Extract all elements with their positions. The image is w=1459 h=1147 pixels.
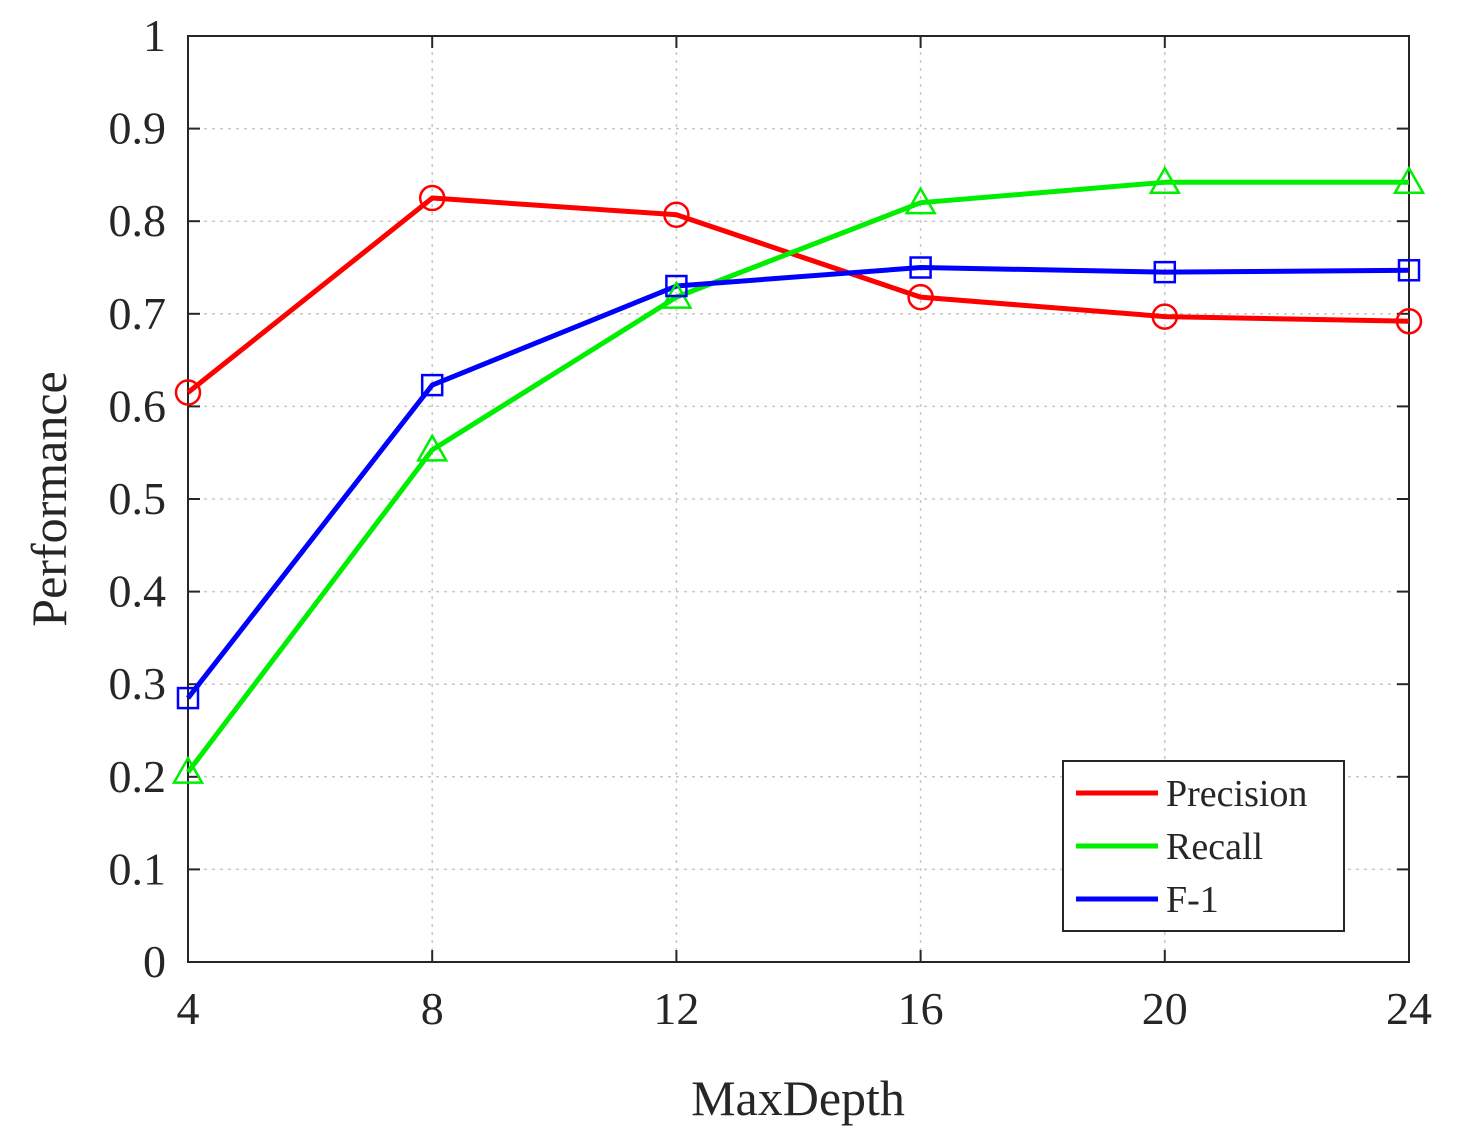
y-tick-label: 0.6	[109, 380, 167, 431]
marker-f-1	[909, 256, 932, 279]
y-tick-label: 0.9	[109, 103, 167, 154]
y-axis-label: Performance	[21, 371, 77, 626]
marker-f-1	[1397, 259, 1421, 282]
marker-recall	[904, 186, 937, 215]
marker-f-1	[665, 274, 688, 298]
marker-f-1	[176, 686, 200, 710]
x-tick-label: 20	[1142, 983, 1188, 1034]
y-tick-label: 0.4	[109, 566, 167, 617]
marker-precision	[663, 201, 690, 228]
legend-label-precision: Precision	[1166, 773, 1307, 815]
marker-precision	[174, 379, 202, 406]
y-tick-label: 0.7	[109, 288, 167, 339]
series-line-f-1	[186, 265, 1410, 700]
legend-label-f-1: F-1	[1166, 879, 1219, 921]
x-tick-label: 24	[1386, 983, 1432, 1034]
marker-recall	[171, 755, 205, 784]
x-axis-label: MaxDepth	[691, 1070, 905, 1126]
marker-precision	[418, 184, 446, 212]
marker-f-1	[420, 373, 444, 397]
x-tick-label: 4	[177, 983, 200, 1034]
y-tick-label: 0.3	[109, 658, 167, 709]
y-tick-label: 0.1	[109, 843, 167, 894]
marker-precision	[907, 283, 934, 311]
x-tick-label: 8	[421, 983, 444, 1034]
marker-recall	[416, 433, 449, 462]
y-tick-labels: 0 0.1 0.2 0.3 0.4 0.5 0.6 0.7 0.8 0.9 1	[109, 10, 167, 987]
marker-f-1	[1153, 260, 1177, 284]
x-tick-labels: 4 8 12 16 20 24	[177, 983, 1433, 1034]
y-tick-label: 0.5	[109, 473, 167, 524]
y-tick-label: 1	[143, 10, 166, 61]
marker-precision	[1151, 303, 1179, 330]
series-markers	[171, 165, 1426, 784]
marker-recall	[1148, 165, 1181, 195]
x-tick-label: 12	[653, 983, 699, 1034]
x-tick-label: 16	[898, 983, 944, 1034]
series-lines	[186, 179, 1410, 774]
legend: Precision Recall F-1	[1062, 760, 1345, 932]
y-tick-label: 0.2	[109, 751, 167, 802]
series-line-precision	[186, 195, 1410, 395]
y-tick-label: 0	[143, 936, 166, 987]
marker-recall	[1392, 165, 1426, 195]
y-tick-label: 0.8	[109, 195, 167, 246]
series-line-recall	[186, 179, 1409, 774]
marker-precision	[1395, 307, 1423, 335]
legend-label-recall: Recall	[1166, 826, 1263, 868]
